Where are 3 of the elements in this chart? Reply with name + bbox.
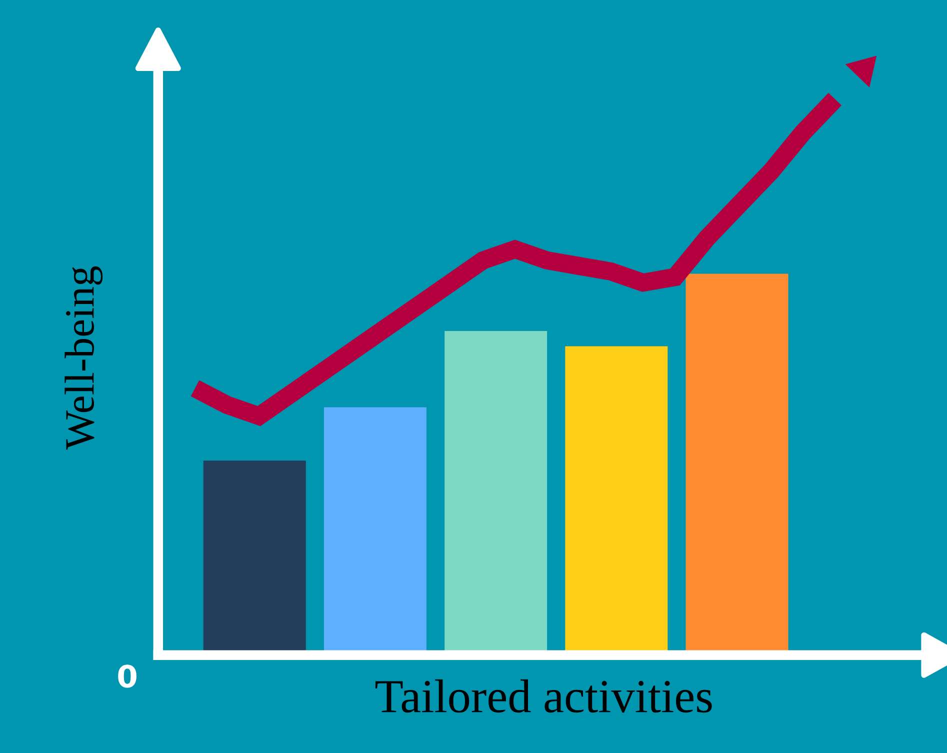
text: 0 <box>118 664 136 688</box>
x-axis-title: Tailored activities <box>375 679 712 713</box>
y-axis-title: Well-being <box>64 266 103 450</box>
